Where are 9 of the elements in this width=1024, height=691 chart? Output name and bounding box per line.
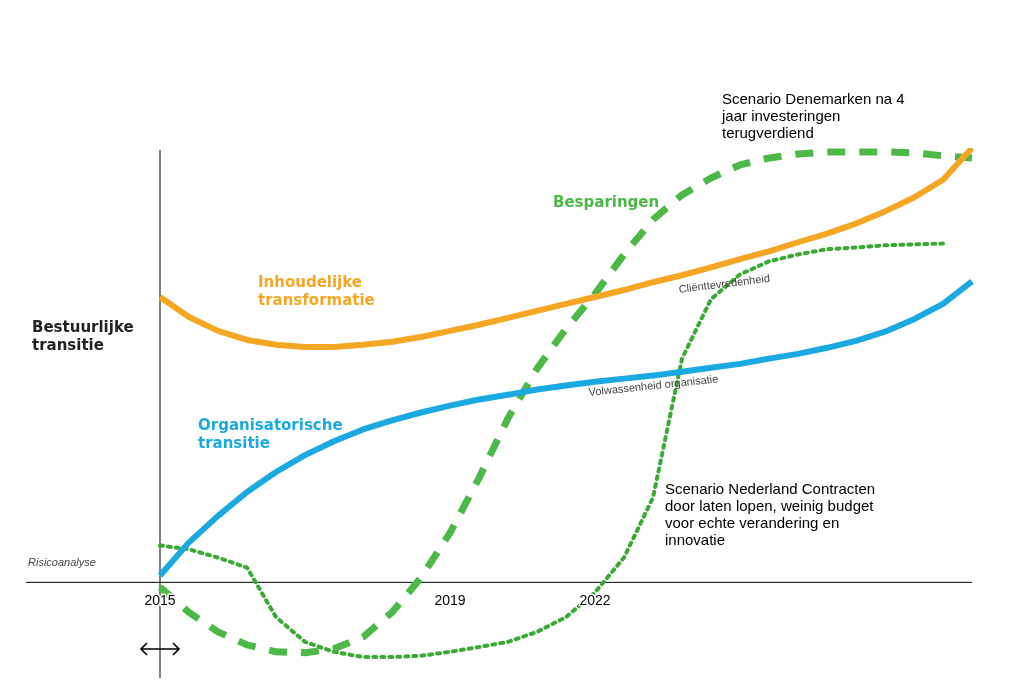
text: Risicoanalyse [28,556,97,568]
series-label: Besparingen [553,193,661,211]
text: Inhoudelijke transformatie [258,273,376,309]
series-label: Organisatorische transitie [198,416,344,452]
annotation: Volwassenheid organisatie [588,371,720,398]
annotation: Scenario Nederland Contracten door laten lopen, weinig budget voor echte verandering en innovatie [665,480,877,548]
x-tick-label: 2019 [434,592,466,609]
text: Scenario Denemarken na 4 jaar investeringen terugverdiend [722,90,906,141]
y-axis-title: Bestuurlijke transitie [32,318,135,354]
